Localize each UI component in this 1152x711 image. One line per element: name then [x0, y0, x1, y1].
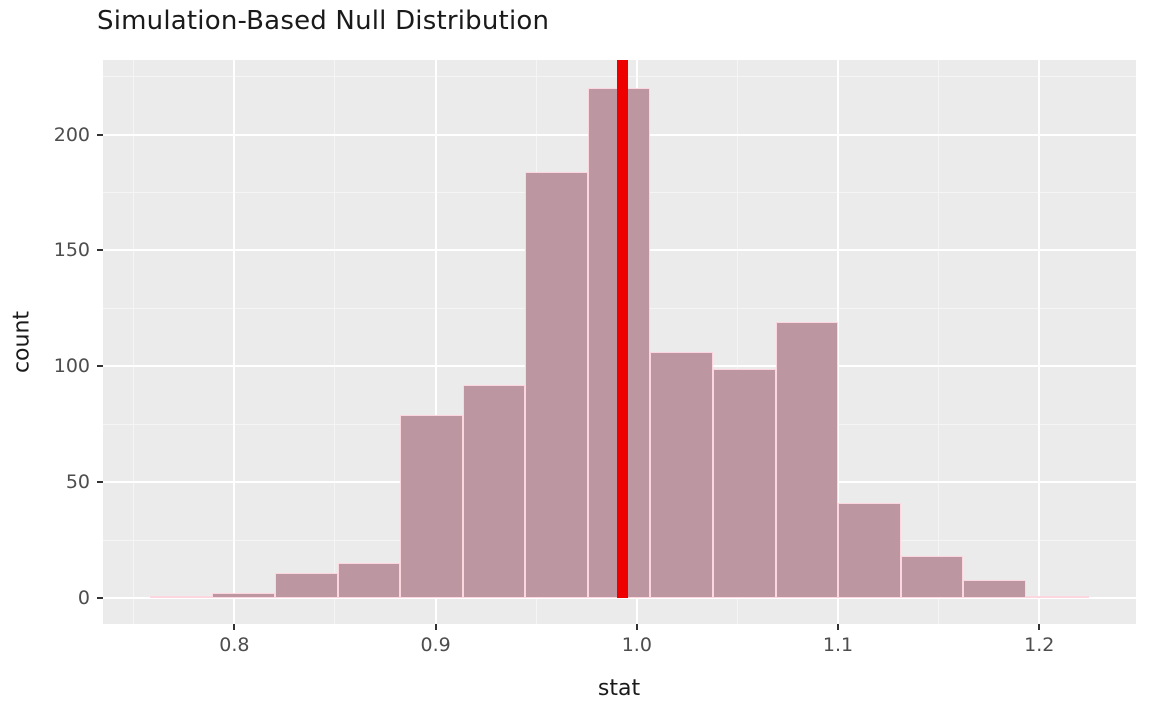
histogram-bar	[525, 171, 588, 599]
chart-title: Simulation-Based Null Distribution	[97, 6, 550, 36]
histogram-bar	[400, 414, 463, 599]
x-tick-label: 1.2	[1024, 634, 1055, 656]
histogram-bar	[1025, 595, 1089, 599]
gridline-x-minor	[133, 60, 135, 624]
gridline-x-minor	[938, 60, 940, 624]
y-tick-mark	[97, 365, 103, 368]
x-tick-label: 1.0	[621, 634, 652, 656]
histogram-bar	[462, 384, 526, 599]
histogram-bar	[337, 563, 401, 599]
histogram-bar	[713, 368, 776, 599]
x-tick-mark	[1038, 624, 1041, 630]
y-tick-label: 200	[53, 123, 90, 146]
histogram-bar	[963, 579, 1026, 599]
y-tick-label: 150	[53, 239, 90, 262]
observed-stat-line	[617, 60, 629, 599]
gridline-y-major	[103, 597, 1136, 600]
x-tick-label: 1.1	[822, 634, 854, 656]
histogram-bar	[900, 556, 964, 599]
y-tick-mark	[97, 249, 103, 252]
x-tick-mark	[635, 624, 638, 630]
gridline-x-minor	[736, 60, 738, 624]
histogram-bar	[212, 593, 276, 599]
gridline-x-minor	[334, 60, 336, 624]
y-tick-mark	[97, 133, 103, 136]
y-tick-label: 100	[53, 355, 90, 378]
histogram-bar	[775, 322, 839, 599]
x-tick-mark	[233, 624, 236, 630]
x-axis-title: stat	[597, 676, 641, 701]
histogram-bar	[275, 572, 338, 599]
gridline-x-major	[233, 60, 236, 624]
histogram-bar	[838, 503, 901, 599]
plot-panel	[103, 60, 1136, 624]
x-tick-label: 0.9	[420, 634, 451, 656]
gridline-x-major	[1038, 60, 1041, 624]
y-axis-title: count	[9, 310, 35, 374]
y-tick-mark	[97, 597, 103, 600]
y-tick-label: 0	[77, 587, 90, 610]
histogram-bar	[149, 595, 213, 599]
y-tick-mark	[97, 481, 103, 484]
y-tick-label: 50	[65, 471, 90, 494]
x-tick-mark	[837, 624, 839, 630]
x-tick-label: 0.8	[219, 634, 250, 656]
histogram-bar	[650, 352, 714, 599]
x-tick-mark	[434, 624, 437, 630]
gridline-x-major	[434, 60, 437, 624]
